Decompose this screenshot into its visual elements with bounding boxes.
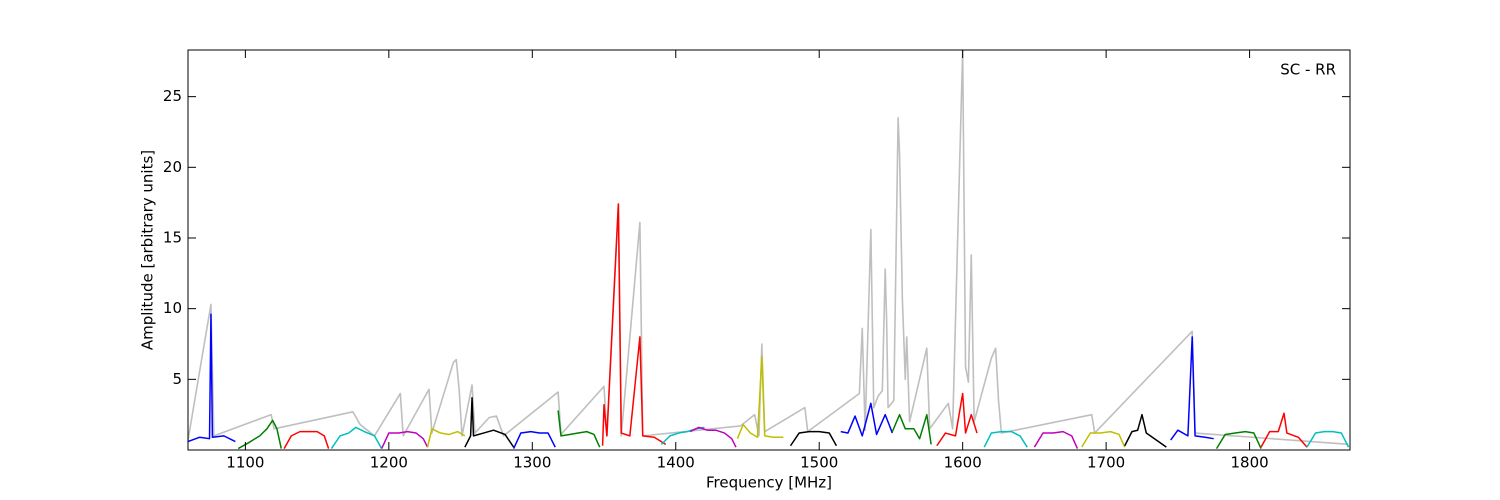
x-axis-label: Frequency [MHz] (706, 474, 832, 492)
x-tick-label: 1200 (370, 454, 408, 472)
axes-frame (187, 49, 1351, 451)
y-tick-label: 25 (163, 87, 182, 105)
spectrum-line (188, 313, 236, 443)
x-tick-label: 1800 (1230, 454, 1268, 472)
spectrum-line (557, 410, 601, 448)
y-tick-label: 5 (172, 370, 182, 388)
spectrum-line (1215, 430, 1262, 449)
spectrum-line (891, 413, 932, 445)
x-tick-label: 1300 (513, 454, 551, 472)
spectrum-line (601, 203, 667, 446)
y-axis-label: Amplitude [arbitrary units] (139, 150, 157, 350)
spectrum-line (1260, 412, 1308, 448)
spectrum-line (237, 419, 282, 450)
spectrum-line (426, 428, 466, 448)
spectrum-line (1124, 413, 1167, 448)
spectrum-line (1081, 430, 1126, 448)
y-tick-label: 20 (163, 158, 182, 176)
spectrum-line (1033, 430, 1079, 449)
x-tick-label: 1600 (944, 454, 982, 472)
spectrum-line (689, 426, 737, 448)
spectrum-line (1170, 336, 1214, 441)
x-tick-label: 1500 (800, 454, 838, 472)
spectrum-line (380, 430, 429, 449)
plot-area (188, 50, 1350, 450)
spectrum-line (512, 430, 556, 449)
annotation: SC - RR (1280, 61, 1336, 79)
spectrum-line (983, 430, 1028, 448)
spectrum-line (283, 430, 330, 449)
y-tick-label: 15 (163, 228, 182, 246)
spectrum-line (936, 392, 978, 447)
spectrum-line (789, 430, 838, 447)
spectrum-line (330, 426, 383, 450)
spectrum-line (840, 402, 894, 437)
spectrum-line (736, 355, 784, 439)
spectrum-line (464, 396, 515, 448)
x-tick-label: 1700 (1087, 454, 1125, 472)
x-tick-label: 1100 (226, 454, 264, 472)
spectrum-line (1306, 430, 1350, 448)
x-tick-label: 1400 (657, 454, 695, 472)
y-tick-label: 10 (163, 299, 182, 317)
